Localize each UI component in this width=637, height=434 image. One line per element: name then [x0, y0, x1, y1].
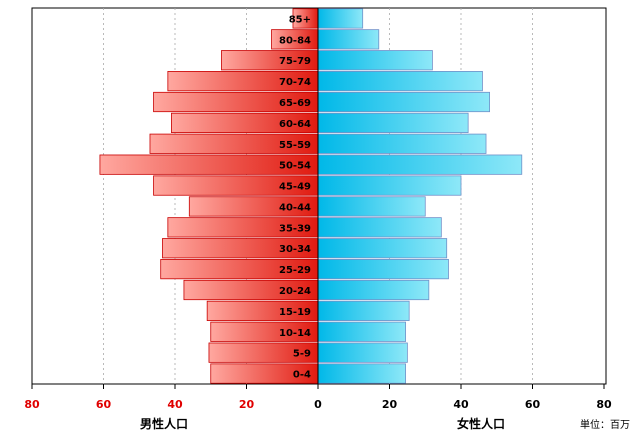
tick-label-left-40: 40 [167, 398, 183, 411]
age-labels: 85+ 80-84 75-79 70-74 65-69 60-64 55-59 50-54 45… [279, 14, 311, 380]
bar-female-5-9 [317, 342, 408, 363]
bar-female-30-34 [317, 238, 448, 259]
age-label-70-74: 70-74 [279, 77, 311, 88]
bar-female-45-49 [317, 175, 462, 196]
plot-area [31, 7, 607, 385]
x-label-male: 男性人口 [140, 416, 188, 431]
bar-female-60-64 [317, 112, 469, 133]
tick-label-right-60: 60 [525, 398, 541, 411]
age-label-15-19: 15-19 [279, 307, 311, 318]
age-label-5-9: 5-9 [293, 349, 311, 360]
age-label-25-29: 25-29 [279, 265, 311, 276]
x-axis-ticks: 80 60 40 20 0 20 40 60 80 [24, 384, 612, 411]
bar-female-80-84 [317, 29, 380, 50]
age-label-60-64: 60-64 [279, 119, 311, 130]
bar-female-10-14 [317, 321, 406, 342]
bar-female-40-44 [317, 196, 426, 217]
tick-label-right-20: 20 [382, 398, 398, 411]
age-label-80-84: 80-84 [279, 35, 311, 46]
age-label-40-44: 40-44 [279, 202, 311, 213]
tick-label-left-20: 20 [239, 398, 255, 411]
age-label-30-34: 30-34 [279, 244, 311, 255]
age-label-20-24: 20-24 [279, 286, 311, 297]
tick-label-left-80: 80 [24, 398, 40, 411]
age-label-10-14: 10-14 [279, 328, 311, 339]
age-label-45-49: 45-49 [279, 182, 311, 193]
bar-female-75-79 [317, 50, 433, 71]
bar-female-50-54 [317, 154, 523, 175]
age-label-0-4: 0-4 [293, 370, 311, 381]
bar-female-70-74 [317, 71, 483, 92]
bar-female-55-59 [317, 133, 487, 154]
bar-female-0-4 [317, 363, 406, 384]
x-label-female: 女性人口 [457, 416, 505, 431]
age-label-65-69: 65-69 [279, 98, 311, 109]
bar-female-20-24 [317, 279, 430, 301]
bar-female-35-39 [317, 217, 442, 238]
bar-female-65-69 [317, 91, 491, 113]
age-label-55-59: 55-59 [279, 140, 311, 151]
bar-female-85+ [317, 8, 364, 29]
tick-label-left-60: 60 [96, 398, 112, 411]
age-label-35-39: 35-39 [279, 223, 311, 234]
bars-group [99, 8, 523, 384]
age-label-85+: 85+ [289, 14, 311, 25]
unit-note: 単位：百万 [580, 418, 630, 431]
tick-label-right-80: 80 [596, 398, 612, 411]
bar-female-25-29 [317, 259, 449, 280]
bar-female-15-19 [317, 300, 410, 321]
age-label-75-79: 75-79 [279, 56, 311, 67]
age-label-50-54: 50-54 [279, 161, 311, 172]
tick-label-right-0: 0 [314, 398, 322, 411]
tick-label-right-40: 40 [453, 398, 469, 411]
